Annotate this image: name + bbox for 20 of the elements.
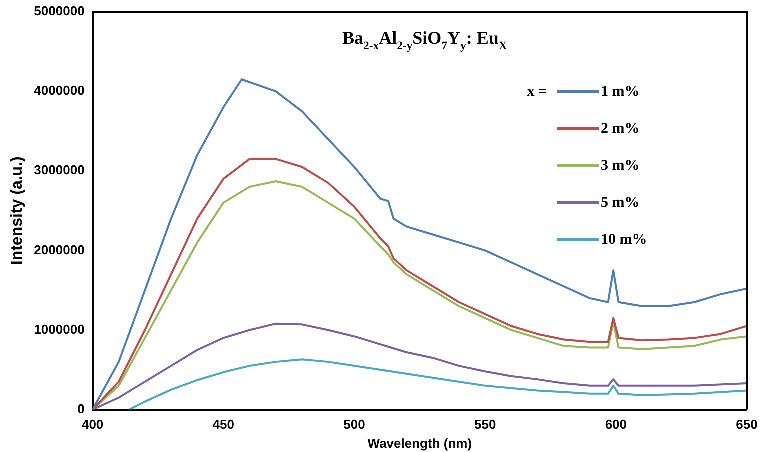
x-tick-label: 550 (474, 417, 496, 432)
x-tick-label: 500 (344, 417, 366, 432)
x-tick-label: 450 (212, 417, 234, 432)
y-tick-label: 2000000 (34, 242, 85, 258)
y-tick-label: 4000000 (34, 83, 85, 98)
y-tick-label: 1000000 (34, 322, 85, 337)
legend-label: 10 m% (601, 232, 648, 248)
y-tick-label: 0 (78, 401, 85, 416)
legend-label: 2 m% (601, 120, 640, 137)
x-axis-title: Wavelength (nm) (368, 436, 472, 451)
y-axis-title: Intensity (a.u.) (9, 156, 26, 266)
legend-label: 5 m% (601, 194, 640, 211)
x-tick-label: 400 (82, 417, 104, 432)
y-tick-label: 3000000 (34, 162, 85, 178)
legend-label: 3 m% (601, 158, 640, 174)
x-tick-label: 600 (605, 417, 628, 432)
legend-label: 1 m% (601, 84, 640, 100)
x-tick-label: 650 (736, 417, 758, 432)
legend-title: x = (527, 84, 547, 100)
y-tick-label: 5000000 (34, 4, 85, 19)
